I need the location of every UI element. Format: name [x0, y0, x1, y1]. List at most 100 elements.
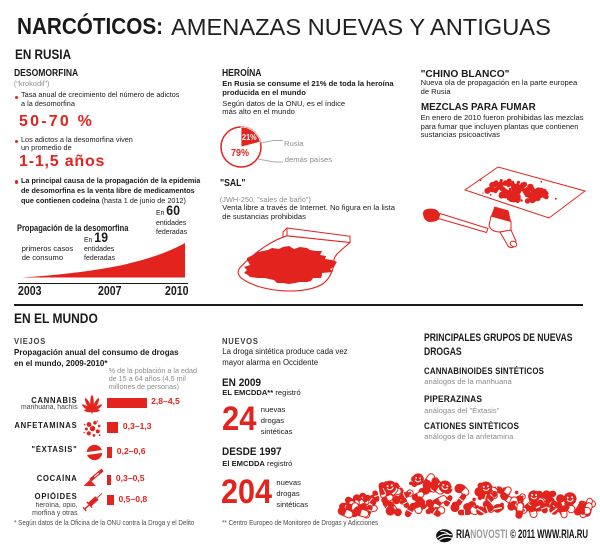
tick-2007: 2007 [98, 284, 122, 298]
heroina-title: HEROÍNA [222, 67, 262, 79]
pie-label-resto: demás países [284, 155, 333, 164]
grupo-0-sub: análogos de la marihuana [424, 377, 512, 387]
area-wedge [21, 243, 186, 278]
bar-category-4: OPIÓIDES [34, 492, 78, 502]
area-chart-title: Propagación de la desomorfina [17, 222, 129, 233]
source-verb: registró [275, 388, 301, 398]
bullet3-bold: La principal causa de la propagación de … [20, 176, 200, 205]
bar-category-0: CANNABIS [31, 395, 78, 405]
desomorfina-title: DESOMORFINA [14, 68, 79, 80]
area-annotation-mid: En 19 [84, 229, 109, 247]
x-axis [18, 282, 188, 285]
pie-chart [220, 126, 283, 168]
grupo-0-name: CANNABINOIDES SINTÉTICOS [424, 365, 545, 377]
logo-globe [436, 528, 453, 542]
annotation-value: 19 [94, 229, 109, 245]
pie-leader-resto [257, 158, 283, 163]
grupo-2-sub: análogos de la anfetamina [424, 432, 514, 442]
tick-2003: 2003 [18, 284, 42, 298]
viejos-lead: Propagación anual del consumo de drogas … [14, 347, 179, 368]
area-annotation-mid-label: entidades federadas [84, 243, 116, 262]
nuevos-lead: La droga sintética produce cada vez mayo… [222, 347, 348, 367]
grupo-2-name: CATIONES SINTÉTICOS [424, 420, 520, 432]
area-chart [21, 243, 186, 278]
source-verb: registró [267, 458, 293, 468]
cocaine-razor-powder [83, 468, 103, 486]
source-name: El EMCDDA [222, 458, 265, 468]
bar [107, 397, 147, 408]
pie-label-rusia: Rusia [284, 139, 304, 149]
pie-leader-rusia [260, 140, 283, 144]
bar-category-1: ANFETAMINAS [14, 420, 78, 430]
powder-bag-illustration [237, 227, 351, 292]
desomorfina-stat1: 50-70 % [19, 112, 94, 130]
pie-value-rusia: 21% [242, 132, 257, 142]
nuevos-item2-number: 204 [221, 473, 273, 512]
cannabis-leaf [82, 394, 102, 413]
viejos-title: VIEJOS [14, 336, 47, 346]
grupo-1-sub: análogas del "Éxtasis" [424, 405, 500, 415]
bullet3-note: (hasta 1 de junio de 2012) [101, 195, 186, 205]
annotation-prefix: En [156, 208, 165, 218]
bar-value-0: 2,8–4,5 [151, 396, 180, 407]
bag-fold [282, 227, 288, 238]
bar-category-2: "ÉXTASIS" [31, 445, 78, 455]
brush-handle [438, 213, 489, 233]
source-name: EL EMCDDA** [222, 388, 274, 398]
grupo-1-name: PIPERAZINAS [424, 394, 483, 406]
pipe-bowl-top [491, 206, 511, 222]
area-annotation-end-label: entidades federadas [155, 218, 187, 236]
nuevos-item2-source: El EMCDDA registró [222, 458, 293, 469]
amphetamine-dots [83, 420, 100, 437]
sal-alias: (JWH-250, "sales de baño") [219, 194, 311, 204]
brand-wordmark: RIANOVOSTI [456, 529, 508, 542]
heroina-body: Según datos de la ONU, es el índice más … [222, 98, 346, 117]
area-annotation-start: primeros casos de consumo [21, 243, 74, 262]
pie-slice [240, 126, 261, 148]
nuevos-footnote: ** Centro Europeo de Monitoreo de Drogas… [222, 518, 379, 528]
bullet-icon [15, 96, 19, 100]
chino-body: Nueva ola de propagación en la parte eur… [420, 78, 578, 96]
tick-2010: 2010 [165, 284, 189, 298]
section-header-russia: EN RUSIA [14, 47, 71, 63]
nuevos-title: NUEVOS [222, 336, 259, 346]
bag-seal [286, 227, 351, 243]
nuevos-item1-number: 24 [221, 400, 256, 439]
bar-category-sub-0: marihuana, hachís [21, 403, 78, 411]
brand-ria: RIA [455, 529, 470, 542]
page-title-emphasis: NARCÓTICOS: [17, 13, 164, 40]
ecstasy-pill [86, 444, 103, 460]
mezclas-title: MEZCLAS PARA FUMAR [420, 101, 536, 113]
brand-novosti: NOVOSTI [469, 529, 508, 542]
heroina-lead: En Rusia se consume el 21% de toda la he… [222, 78, 394, 97]
ria-novosti-logo [436, 528, 453, 542]
pie-value-resto: 79% [230, 147, 249, 159]
area-annotation-end: En 60 [156, 204, 180, 220]
pills-pile-illustration [337, 473, 597, 519]
footer-copyright: © 2011 WWW.RIA.RU [510, 529, 588, 542]
desomorfina-alias: ("krokodil") [13, 78, 50, 88]
chino-title: "CHINO BLANCO" [420, 68, 510, 80]
sal-title: "SAL" [219, 178, 246, 190]
viejos-footnote: * Según datos de la Oficina de la ONU co… [14, 518, 195, 528]
bar [107, 422, 119, 433]
desomorfina-stat2: 1-1,5 años [19, 153, 106, 170]
bar-category-sub-4: heroína, opio, morfina y otras [32, 502, 78, 517]
nuevos-item1-source: EL EMCDDA** registró [222, 388, 301, 398]
bullet-icon [15, 139, 19, 143]
pills [337, 473, 597, 519]
nuevos-item1-heading: EN 2009 [222, 376, 262, 389]
page-title-rest: AMENAZAS NUEVAS Y ANTIGUAS [171, 13, 551, 40]
bar [107, 447, 113, 458]
smoking-mix-illustration [422, 166, 587, 249]
desomorfina-bullet3: La principal causa de la propagación de … [21, 176, 208, 205]
annotation-prefix: En [84, 234, 93, 244]
bar-value-2: 0,2–0,6 [116, 446, 146, 457]
annotation-value: 60 [166, 203, 181, 219]
section-divider [14, 304, 583, 307]
bar-value-3: 0,3–0,5 [115, 473, 145, 484]
desomorfina-bullet2: Los adictos a la desomorfina viven un pr… [20, 134, 133, 153]
opioid-syringe [82, 492, 103, 511]
bar-value-4: 0,5–0,8 [118, 493, 148, 504]
